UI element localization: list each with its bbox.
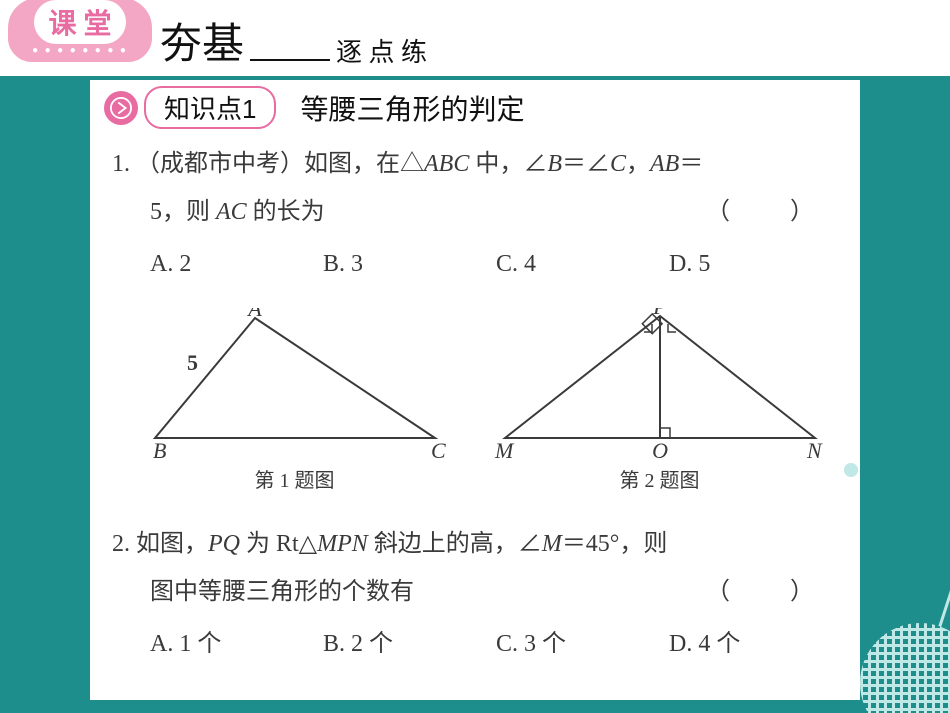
fig1-label-B: B (153, 438, 166, 458)
badge-dots: ● ● ● ● ● ● ● ● (10, 45, 150, 56)
arrow-icon (104, 91, 138, 125)
figures-row: A B C 5 第 1 题图 P M (112, 308, 842, 498)
q1-line2-row: 5，则 AC 的长为 （ ） (150, 188, 842, 236)
fig2-label-P: P (652, 308, 666, 319)
figure-1-svg: A B C 5 (135, 308, 455, 458)
q2-options: A. 1 个 B. 2 个 C. 3 个 D. 4 个 (150, 620, 842, 668)
question-1: 1. （成都市中考）如图，在△ABC 中，∠B＝∠C，AB＝ 5，则 AC 的长… (112, 140, 842, 288)
deco-circle (860, 623, 950, 713)
badge-text: 课 堂 (48, 2, 111, 42)
header-bar: 课 堂 ● ● ● ● ● ● ● ● 夯基 逐 点 练 (0, 0, 950, 76)
q2-line2-row: 图中等腰三角形的个数有 （ ） (150, 568, 842, 616)
q1-option-c: C. 4 (496, 240, 669, 288)
q2-option-d: D. 4 个 (669, 620, 842, 668)
q2-text2: 图中等腰三角形的个数有 (150, 579, 414, 605)
header-badge: 课 堂 ● ● ● ● ● ● ● ● (8, 0, 152, 62)
q2-paren: （ ） (706, 568, 832, 616)
q1-text1: （成都市中考）如图，在△ABC 中，∠B＝∠C，AB＝ (136, 151, 703, 177)
question-2: 2. 如图，PQ 为 Rt△MPN 斜边上的高，∠M＝45°，则 图中等腰三角形… (112, 520, 842, 668)
fig2-label-Q: Q (652, 438, 668, 458)
knowledge-point-title: 等腰三角形的判定 (300, 88, 524, 128)
figure-2-svg: P M N Q (485, 308, 835, 458)
q2-option-b: B. 2 个 (323, 620, 496, 668)
q1-line1: 1. （成都市中考）如图，在△ABC 中，∠B＝∠C，AB＝ (112, 140, 842, 188)
q1-option-b: B. 3 (323, 240, 496, 288)
fig2-label-M: M (494, 438, 515, 458)
q2-option-c: C. 3 个 (496, 620, 669, 668)
q2-line1: 2. 如图，PQ 为 Rt△MPN 斜边上的高，∠M＝45°，则 (112, 520, 842, 568)
knowledge-point-pill: 知识点1 (144, 86, 276, 129)
q2-text1: 如图，PQ 为 Rt△MPN 斜边上的高，∠M＝45°，则 (136, 531, 667, 557)
fig1-label-C: C (431, 438, 446, 458)
fig2-label-N: N (806, 438, 823, 458)
figure-2-wrap: P M N Q 第 2 题图 (477, 308, 842, 498)
figure-1-wrap: A B C 5 第 1 题图 (112, 308, 477, 498)
q1-paren: （ ） (706, 188, 832, 236)
q2-number: 2. (112, 531, 130, 557)
knowledge-point-row: 知识点1 等腰三角形的判定 (104, 86, 524, 129)
q1-option-d: D. 5 (669, 240, 842, 288)
title-line (250, 59, 330, 61)
q1-number: 1. (112, 151, 130, 177)
badge-inner: 课 堂 (34, 0, 126, 44)
content-panel: 知识点1 等腰三角形的判定 1. （成都市中考）如图，在△ABC 中，∠B＝∠C… (90, 80, 860, 700)
title-main: 夯基 (160, 10, 244, 71)
figure-2-caption: 第 2 题图 (620, 464, 700, 493)
slide-stage: 课 堂 ● ● ● ● ● ● ● ● 夯基 逐 点 练 知识点1 等腰三角形的… (0, 0, 950, 713)
title-row: 夯基 逐 点 练 (160, 10, 427, 71)
title-sub: 逐 点 练 (336, 32, 427, 69)
fig1-label-A: A (246, 308, 262, 321)
q1-option-a: A. 2 (150, 240, 323, 288)
q1-text2: 5，则 AC 的长为 (150, 199, 325, 225)
q2-option-a: A. 1 个 (150, 620, 323, 668)
figure-1-caption: 第 1 题图 (255, 464, 335, 493)
q1-options: A. 2 B. 3 C. 4 D. 5 (150, 240, 842, 288)
deco-dot (844, 463, 858, 477)
fig1-label-5: 5 (187, 350, 198, 375)
